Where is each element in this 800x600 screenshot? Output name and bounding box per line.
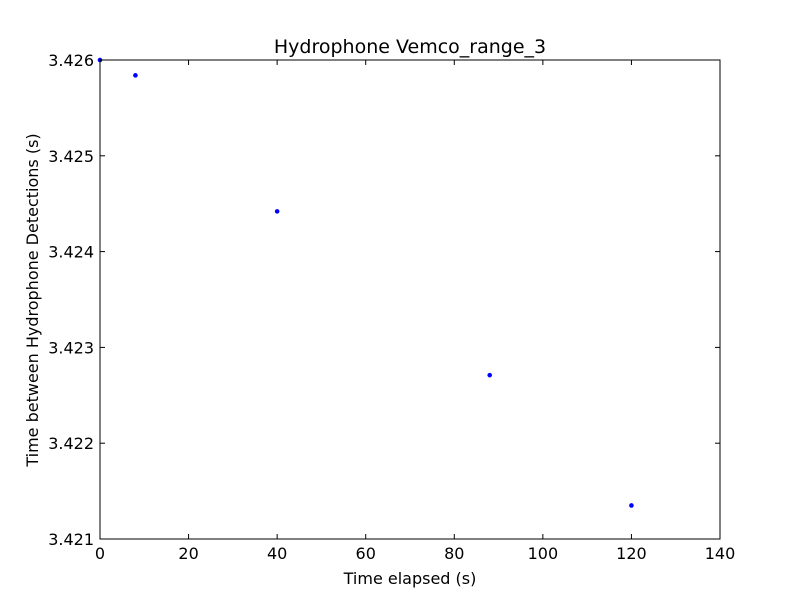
y-tick-label: 3.421 [48, 530, 94, 549]
x-tick-label: 0 [95, 544, 105, 563]
plot-area-frame [99, 59, 721, 540]
chart-title: Hydrophone Vemco_range_3 [274, 36, 546, 58]
y-tick-label: 3.423 [48, 338, 94, 357]
x-tick-label: 20 [178, 544, 198, 563]
x-tick-label: 40 [267, 544, 287, 563]
x-axis-label: Time elapsed (s) [343, 569, 477, 588]
x-tick-label: 120 [616, 544, 647, 563]
data-points-layer [97, 57, 634, 508]
x-tick-label: 60 [356, 544, 376, 563]
ticks-layer: 0 20 40 60 80 100 120 140 3.421 3.422 3.423 3.424 3.… [48, 51, 735, 563]
x-tick-label: 140 [705, 544, 736, 563]
data-point [487, 372, 493, 378]
data-point [274, 209, 280, 214]
data-point [629, 503, 634, 508]
y-tick-label: 3.426 [48, 51, 94, 70]
data-point [133, 73, 138, 78]
x-tick-label: 100 [528, 544, 559, 563]
y-tick-label: 3.425 [48, 147, 94, 166]
y-tick-label: 3.422 [48, 434, 94, 453]
x-tick-label: 80 [444, 544, 464, 563]
y-axis-label: Time between Hydrophone Detections (s) [23, 133, 42, 467]
y-tick-label: 3.424 [48, 243, 94, 262]
